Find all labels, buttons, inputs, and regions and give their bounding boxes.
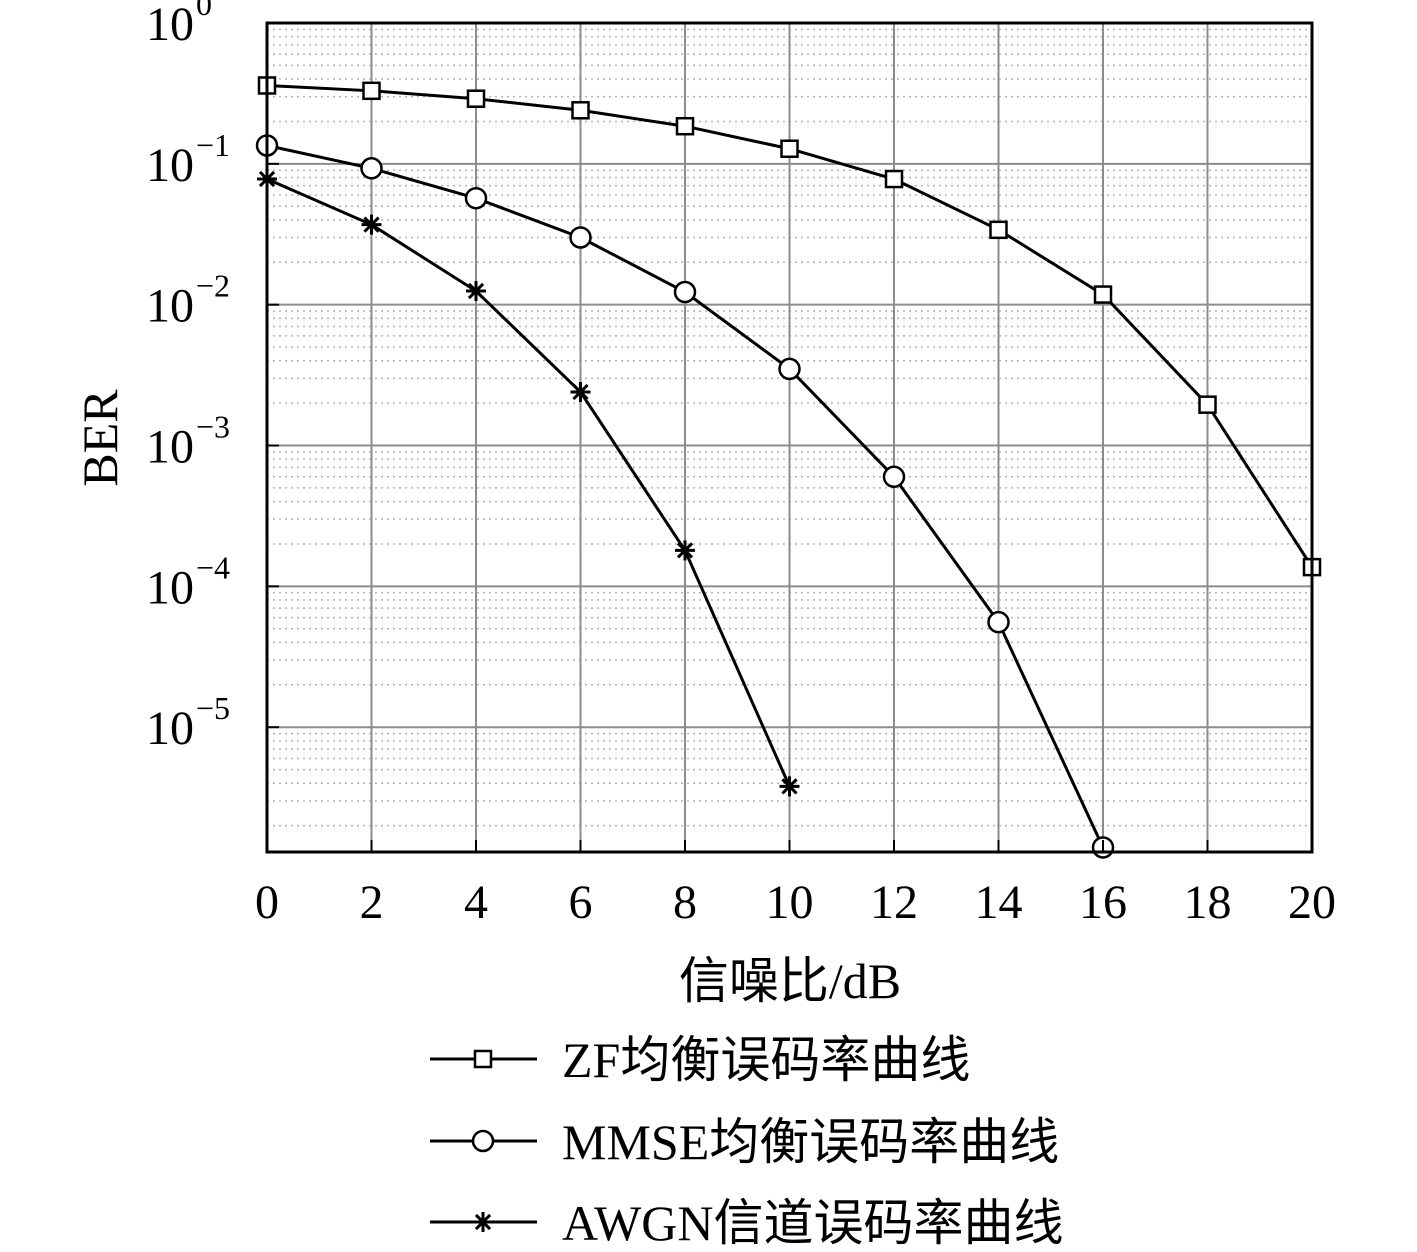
- legend-label: ZF均衡误码率曲线: [562, 1032, 970, 1088]
- series-layer: [255, 76, 1322, 859]
- square-marker: [466, 89, 486, 108]
- y-tick-label-base: 10: [146, 0, 194, 51]
- asterisk-marker: [570, 381, 591, 402]
- circle-marker: [569, 226, 592, 249]
- y-tick-label-exponent: −1: [196, 127, 230, 163]
- legend-entry: MMSE均衡误码率曲线: [430, 1114, 1059, 1170]
- square-marker: [1198, 395, 1217, 414]
- circle-marker: [987, 610, 1010, 634]
- y-tick-label-base: 10: [146, 139, 194, 192]
- x-tick-label: 16: [1079, 876, 1127, 929]
- square-marker: [989, 220, 1008, 240]
- square-marker: [1093, 285, 1113, 304]
- x-axis-label: 信噪比/dB: [679, 953, 901, 1009]
- x-tick-label: 20: [1288, 876, 1336, 929]
- x-tick-label: 0: [255, 876, 279, 929]
- legend: ZF均衡误码率曲线 MMSE均衡误码率曲线 AWGN信道误码率曲线: [430, 1032, 1064, 1251]
- y-tick-label-base: 10: [146, 280, 194, 333]
- asterisk-marker: [466, 281, 486, 302]
- circle-marker: [673, 280, 697, 304]
- asterisk-marker: [473, 1212, 493, 1232]
- grid: [266, 22, 1313, 852]
- asterisk-marker: [779, 776, 800, 797]
- square-marker: [571, 101, 590, 120]
- y-tick-label-exponent: −5: [196, 690, 230, 726]
- x-tick-label: 14: [975, 876, 1023, 929]
- asterisk-marker: [361, 214, 382, 235]
- x-tick-label: 2: [360, 876, 384, 929]
- square-marker: [675, 116, 695, 136]
- x-tick-label: 4: [464, 876, 488, 929]
- series-circle: [255, 134, 1115, 859]
- series-asterisk: [257, 169, 800, 797]
- x-tick-label: 6: [569, 876, 593, 929]
- asterisk-marker: [675, 540, 695, 561]
- x-tick-label: 8: [673, 876, 697, 929]
- y-tick-label-base: 10: [146, 561, 194, 614]
- y-tick-label-exponent: −3: [196, 409, 230, 445]
- legend-entry: AWGN信道误码率曲线: [430, 1195, 1064, 1251]
- y-tick-label-exponent: 0: [196, 0, 212, 22]
- square-marker: [780, 139, 799, 158]
- y-tick-label-exponent: −4: [196, 549, 230, 585]
- circle-marker: [464, 186, 488, 210]
- y-tick-label-exponent: −2: [196, 268, 230, 304]
- circle-marker: [471, 1129, 495, 1153]
- x-tick-label: 12: [870, 876, 918, 929]
- series-square: [257, 76, 1322, 577]
- square-marker: [362, 81, 381, 101]
- circle-marker: [882, 465, 906, 489]
- square-marker: [884, 169, 904, 189]
- y-axis-label: BER: [72, 389, 128, 487]
- legend-entry: ZF均衡误码率曲线: [430, 1032, 970, 1088]
- legend-label: AWGN信道误码率曲线: [562, 1195, 1064, 1251]
- circle-marker: [778, 357, 801, 381]
- series-line: [266, 177, 791, 787]
- x-tick-label: 10: [766, 876, 814, 929]
- x-tick-label: 18: [1184, 876, 1232, 929]
- legend-label: MMSE均衡误码率曲线: [562, 1114, 1059, 1170]
- y-tick-label-base: 10: [146, 421, 194, 474]
- square-marker: [473, 1049, 493, 1069]
- circle-marker: [360, 157, 383, 180]
- y-tick-label-base: 10: [146, 702, 194, 755]
